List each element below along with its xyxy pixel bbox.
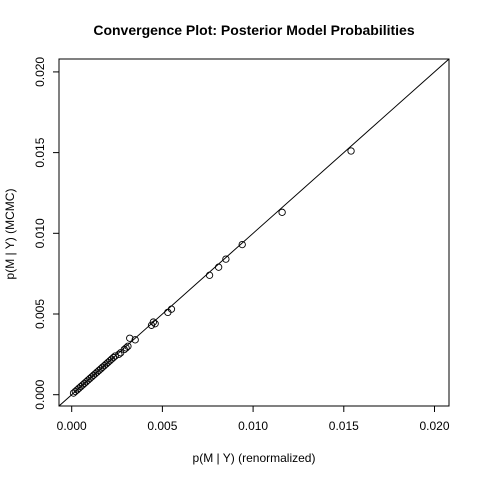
data-point xyxy=(124,342,132,350)
y-tick-label: 0.010 xyxy=(33,218,47,248)
x-tick-label: 0.020 xyxy=(419,419,449,433)
data-point xyxy=(122,344,130,352)
y-tick-label: 0.015 xyxy=(33,137,47,167)
data-point xyxy=(214,263,223,271)
reference-line xyxy=(58,58,450,407)
x-tick-label: 0.015 xyxy=(329,419,359,433)
x-tick-label: 0.005 xyxy=(147,419,177,433)
data-point xyxy=(126,334,134,342)
data-point xyxy=(131,336,139,344)
chart-title: Convergence Plot: Posterior Model Probab… xyxy=(93,22,414,38)
data-point xyxy=(238,240,246,249)
plot-area: 0.000 0.005 0.010 0.015 0.020 0.000 0.005 0.010… xyxy=(33,57,450,433)
data-point xyxy=(151,320,159,328)
data-point xyxy=(222,255,230,263)
y-axis-label: p(M | Y) (MCMC) xyxy=(3,189,17,280)
y-tick-label: 0.020 xyxy=(33,57,47,87)
x-tick-label: 0.000 xyxy=(57,419,87,433)
data-point xyxy=(347,147,355,155)
data-point xyxy=(149,318,157,326)
data-point xyxy=(205,271,214,279)
data-point xyxy=(278,208,286,216)
y-tick-label: 0.000 xyxy=(33,379,47,409)
y-tick-label: 0.005 xyxy=(33,299,47,329)
data-point xyxy=(167,305,176,313)
data-point xyxy=(115,350,123,359)
plot-frame xyxy=(58,58,450,407)
x-tick-label: 0.010 xyxy=(238,419,268,433)
data-point xyxy=(111,352,119,360)
data-point xyxy=(109,353,118,362)
x-axis-label: p(M | Y) (renormalized) xyxy=(193,451,316,465)
